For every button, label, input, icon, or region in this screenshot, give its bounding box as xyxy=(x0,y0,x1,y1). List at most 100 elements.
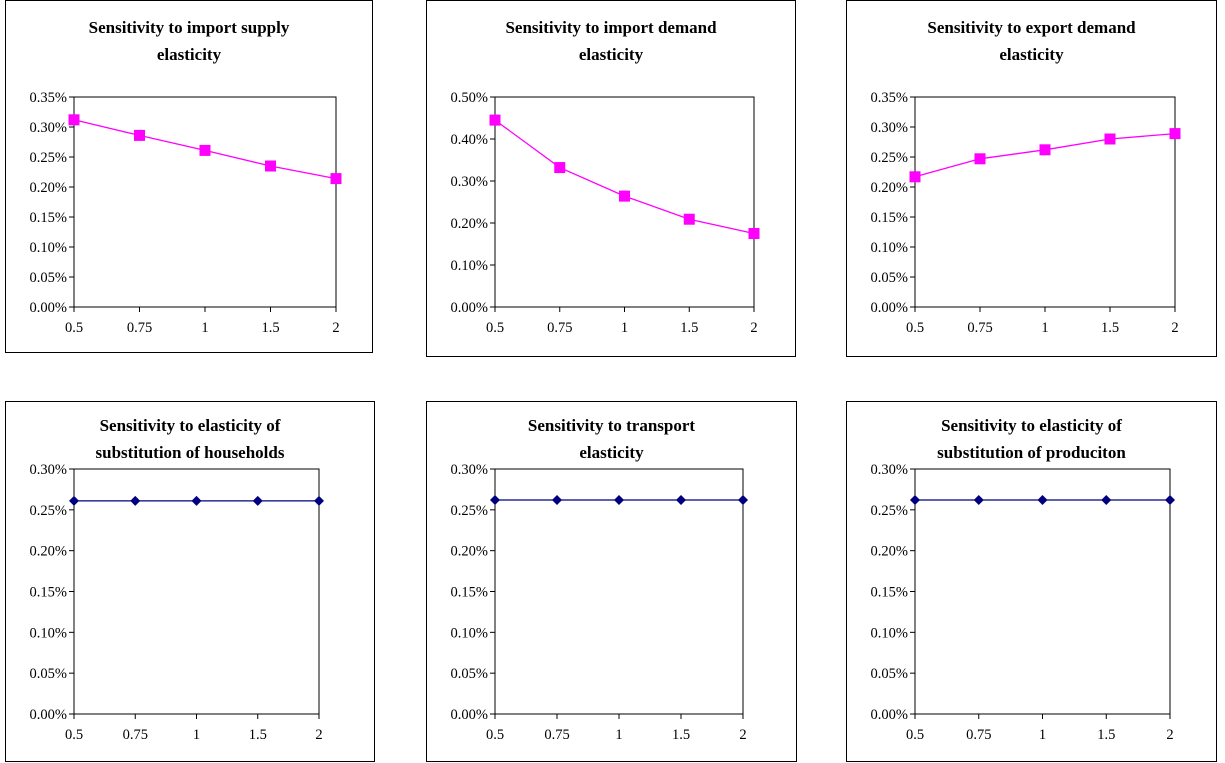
line-chart: 0.00% 0.05% 0.10% 0.15% 0.20% 0.25% 0.30% 0.35%… xyxy=(30,90,342,336)
x-tick-label: 1.5 xyxy=(672,727,690,743)
y-tick-label: 0.00% xyxy=(451,300,488,316)
x-tick-label: 0.5 xyxy=(486,320,504,336)
y-tick-label: 0.10% xyxy=(30,625,67,641)
data-point-marker xyxy=(1037,495,1048,506)
y-tick-label: 0.25% xyxy=(451,503,488,519)
x-tick-label: 0.5 xyxy=(65,727,83,743)
y-tick-label: 0.00% xyxy=(30,300,67,316)
x-tick-label: 2 xyxy=(1166,727,1173,743)
y-tick-label: 0.30% xyxy=(451,462,488,478)
x-tick-label: 2 xyxy=(315,727,322,743)
chart-title: Sensitivity to transport elasticity xyxy=(427,412,796,466)
x-tick-label: 1.5 xyxy=(261,320,279,336)
chart-panel-import-supply: Sensitivity to import supply elasticity … xyxy=(5,0,373,353)
y-tick-label: 0.30% xyxy=(30,120,67,136)
data-point-marker xyxy=(1039,144,1051,156)
x-tick-label: 2 xyxy=(1171,320,1178,336)
data-point-marker xyxy=(619,190,630,202)
y-tick-label: 0.10% xyxy=(30,240,67,256)
y-tick-label: 0.05% xyxy=(30,270,67,286)
data-point-marker xyxy=(1165,495,1175,506)
y-tick-label: 0.35% xyxy=(30,90,67,106)
x-tick-label: 1 xyxy=(621,320,628,336)
x-tick-label: 1 xyxy=(201,320,208,336)
data-point-marker xyxy=(1169,128,1181,140)
data-point-marker xyxy=(489,114,501,126)
y-tick-label: 0.15% xyxy=(30,210,67,226)
data-point-marker xyxy=(252,495,263,506)
chart-title: Sensitivity to export demand elasticity xyxy=(847,14,1216,68)
line-chart: 0.00% 0.10% 0.20% 0.30% 0.40% 0.50% 0.5 0.75 1 1.… xyxy=(451,90,760,336)
x-tick-label: 0.5 xyxy=(906,727,924,743)
chart-panel-transport: Sensitivity to transport elasticity 0.00… xyxy=(426,401,797,762)
plot-area xyxy=(914,96,1176,308)
x-tick-label: 1.5 xyxy=(1097,727,1115,743)
data-point-marker xyxy=(1104,133,1116,145)
y-tick-label: 0.40% xyxy=(451,132,488,148)
chart-title-line-2: elasticity xyxy=(999,45,1064,64)
data-point-marker xyxy=(552,495,562,506)
data-point-marker xyxy=(265,160,276,172)
chart-panel-import-demand: Sensitivity to import demand elasticity … xyxy=(426,0,796,357)
y-tick-label: 0.10% xyxy=(871,625,908,641)
y-tick-label: 0.25% xyxy=(30,150,67,166)
y-tick-label: 0.10% xyxy=(451,258,488,274)
y-tick-label: 0.15% xyxy=(871,585,908,601)
data-point-marker xyxy=(909,171,921,183)
data-point-marker xyxy=(973,495,984,506)
y-tick-label: 0.20% xyxy=(30,180,67,196)
data-point-marker xyxy=(130,495,141,506)
x-tick-label: 0.75 xyxy=(123,727,148,743)
line-chart: 0.00% 0.05% 0.10% 0.15% 0.20% 0.25% 0.30% 0.35%… xyxy=(871,90,1181,336)
x-tick-label: 2 xyxy=(750,320,757,336)
y-tick-label: 0.20% xyxy=(30,544,67,560)
y-tick-label: 0.00% xyxy=(871,300,908,316)
y-tick-label: 0.25% xyxy=(871,150,908,166)
chart-title-line-2: substitution of households xyxy=(95,443,285,462)
y-tick-label: 0.50% xyxy=(451,90,488,106)
chart-title: Sensitivity to import supply elasticity xyxy=(6,14,372,68)
y-tick-label: 0.25% xyxy=(30,503,67,519)
y-tick-label: 0.20% xyxy=(451,216,488,232)
plot-area xyxy=(494,468,744,715)
chart-title: Sensitivity to elasticity of substitutio… xyxy=(6,412,374,466)
x-tick-label: 0.75 xyxy=(544,727,569,743)
data-point-marker xyxy=(554,162,566,174)
data-point-marker xyxy=(68,114,80,126)
data-point-marker xyxy=(314,495,324,506)
data-point-marker xyxy=(974,153,986,165)
y-tick-label: 0.30% xyxy=(871,462,908,478)
plot-area xyxy=(914,468,1171,715)
y-tick-label: 0.30% xyxy=(451,174,488,190)
x-tick-label: 1.5 xyxy=(1101,320,1119,336)
data-point-marker xyxy=(330,173,342,185)
x-tick-label: 2 xyxy=(332,320,339,336)
y-tick-label: 0.15% xyxy=(30,585,67,601)
chart-title-line-2: substitution of produciton xyxy=(937,443,1126,462)
x-tick-label: 0.5 xyxy=(486,727,504,743)
data-point-marker xyxy=(490,495,500,506)
y-tick-label: 0.15% xyxy=(451,585,488,601)
x-tick-label: 0.75 xyxy=(966,727,991,743)
data-point-marker xyxy=(69,495,79,506)
chart-title-line-1: Sensitivity to export demand xyxy=(927,18,1136,37)
y-tick-label: 0.30% xyxy=(30,462,67,478)
x-tick-label: 0.75 xyxy=(127,320,152,336)
chart-title-line-2: elasticity xyxy=(156,45,222,64)
chart-title-line-1: Sensitivity to import demand xyxy=(505,18,717,37)
chart-title-line-1: Sensitivity to elasticity of xyxy=(99,416,281,435)
y-tick-label: 0.05% xyxy=(30,666,67,682)
data-point-marker xyxy=(748,228,760,239)
x-tick-label: 1.5 xyxy=(249,727,267,743)
chart-title-line-2: elasticity xyxy=(579,443,644,462)
plot-area xyxy=(494,96,755,308)
chart-panel-production-substitution: Sensitivity to elasticity of substitutio… xyxy=(846,401,1217,762)
line-chart: 0.00% 0.05% 0.10% 0.15% 0.20% 0.25% 0.30% 0.5 0.… xyxy=(30,462,324,743)
chart-panel-households-substitution: Sensitivity to elasticity of substitutio… xyxy=(5,401,375,762)
y-tick-label: 0.35% xyxy=(871,90,908,106)
x-tick-label: 0.5 xyxy=(65,320,83,336)
y-tick-label: 0.10% xyxy=(451,625,488,641)
x-tick-label: 1 xyxy=(193,727,200,743)
chart-panel-export-demand: Sensitivity to export demand elasticity … xyxy=(846,0,1217,357)
line-chart: 0.00% 0.05% 0.10% 0.15% 0.20% 0.25% 0.30% 0.5 0.… xyxy=(451,462,748,743)
